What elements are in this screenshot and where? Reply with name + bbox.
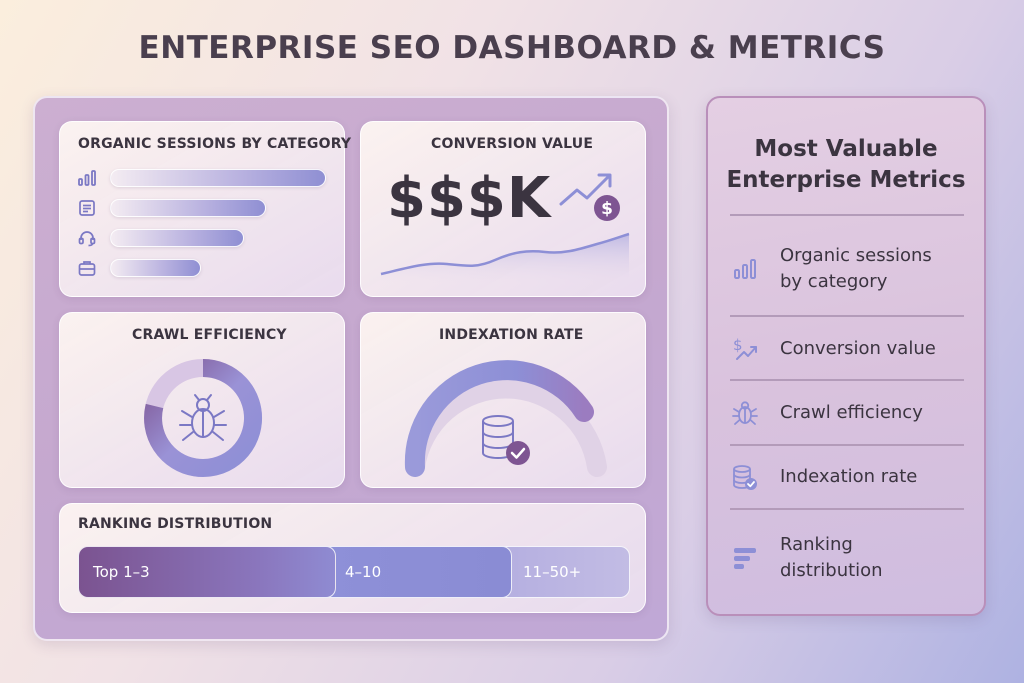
bar-chart-icon bbox=[730, 254, 760, 284]
ranking-distribution-card[interactable]: RANKING DISTRIBUTION 11–50+ 4–10 Top 1–3 bbox=[59, 503, 646, 613]
sessions-bar-row[interactable] bbox=[76, 198, 266, 218]
panel-divider bbox=[730, 508, 964, 510]
panel-divider bbox=[730, 379, 964, 381]
panel-divider bbox=[730, 214, 964, 216]
metric-item-label-line: distribution bbox=[780, 560, 883, 581]
metrics-panel-title-line: Enterprise Metrics bbox=[726, 167, 966, 193]
ranking-segment-label: 4–10 bbox=[345, 563, 382, 581]
panel-divider bbox=[730, 444, 964, 446]
ranking-distribution-title: RANKING DISTRIBUTION bbox=[78, 516, 273, 532]
database-check-icon bbox=[730, 462, 760, 492]
metric-item-ranking-distribution[interactable]: Ranking distribution bbox=[730, 532, 970, 584]
metrics-panel-title-line: Most Valuable bbox=[754, 136, 938, 162]
metric-item-label-line: by category bbox=[780, 271, 888, 292]
sessions-bar bbox=[110, 229, 244, 247]
indexation-rate-card[interactable]: INDEXATION RATE bbox=[360, 312, 646, 488]
dollar-trend-icon: $ bbox=[730, 334, 760, 364]
sessions-bar bbox=[110, 259, 201, 277]
bug-icon bbox=[730, 398, 760, 428]
crawl-efficiency-card[interactable]: CRAWL EFFICIENCY bbox=[59, 312, 345, 488]
sessions-bar-row[interactable] bbox=[76, 168, 326, 188]
svg-text:$: $ bbox=[601, 199, 613, 219]
organic-sessions-title: ORGANIC SESSIONS BY CATEGORY bbox=[78, 136, 352, 152]
organic-sessions-card[interactable]: ORGANIC SESSIONS BY CATEGORY bbox=[59, 121, 351, 297]
trend-up-dollar-icon: $ bbox=[559, 173, 620, 221]
ranking-segment-label: 11–50+ bbox=[523, 563, 582, 581]
ranking-segment-top-1-3[interactable]: Top 1–3 bbox=[78, 546, 336, 598]
metric-item-crawl-efficiency[interactable]: Crawl efficiency bbox=[730, 398, 970, 428]
svg-text:$: $ bbox=[733, 336, 743, 354]
conversion-value-amount: $$$K bbox=[387, 166, 552, 231]
sessions-bar bbox=[110, 199, 266, 217]
crawl-efficiency-donut bbox=[144, 359, 262, 477]
conversion-value-card[interactable]: CONVERSION VALUE $$$K $ bbox=[360, 121, 646, 297]
list-bars-icon bbox=[730, 543, 760, 573]
metric-item-label-line: Organic sessions bbox=[780, 245, 932, 266]
bar-chart-icon bbox=[76, 168, 98, 188]
briefcase-icon bbox=[76, 258, 98, 278]
bug-icon bbox=[179, 394, 227, 441]
database-check-icon bbox=[482, 415, 530, 465]
conversion-value-title: CONVERSION VALUE bbox=[431, 136, 594, 152]
panel-divider bbox=[730, 315, 964, 317]
metric-item-label: Ranking distribution bbox=[780, 532, 883, 584]
metric-item-indexation-rate[interactable]: Indexation rate bbox=[730, 462, 970, 492]
indexation-rate-title: INDEXATION RATE bbox=[439, 327, 584, 343]
metric-item-label: Conversion value bbox=[780, 338, 936, 359]
metrics-panel-title: Most Valuable Enterprise Metrics bbox=[708, 134, 984, 196]
sessions-bar-row[interactable] bbox=[76, 258, 201, 278]
ranking-segment-4-10[interactable]: 4–10 bbox=[316, 546, 512, 598]
indexation-rate-gauge bbox=[404, 360, 607, 477]
ranking-segment-label: Top 1–3 bbox=[93, 563, 150, 581]
metric-item-label: Indexation rate bbox=[780, 466, 918, 487]
metrics-panel: Most Valuable Enterprise Metrics Organic… bbox=[706, 96, 986, 616]
conversion-trend-line bbox=[380, 232, 630, 284]
crawl-efficiency-title: CRAWL EFFICIENCY bbox=[132, 327, 287, 343]
page-title: ENTERPRISE SEO DASHBOARD & METRICS bbox=[138, 30, 886, 66]
dashboard-board: ORGANIC SESSIONS BY CATEGORY bbox=[33, 96, 669, 641]
metric-item-organic-sessions[interactable]: Organic sessions by category bbox=[730, 243, 970, 295]
sessions-bar bbox=[110, 169, 326, 187]
document-icon bbox=[76, 198, 98, 218]
headset-icon bbox=[76, 228, 98, 248]
metric-item-label: Crawl efficiency bbox=[780, 402, 923, 423]
sessions-bar-row[interactable] bbox=[76, 228, 244, 248]
metric-item-conversion-value[interactable]: $ Conversion value bbox=[730, 334, 970, 364]
metric-item-label: Organic sessions by category bbox=[780, 243, 932, 295]
metric-item-label-line: Ranking bbox=[780, 534, 853, 555]
ranking-segment-11-50[interactable]: 11–50+ bbox=[492, 546, 630, 598]
